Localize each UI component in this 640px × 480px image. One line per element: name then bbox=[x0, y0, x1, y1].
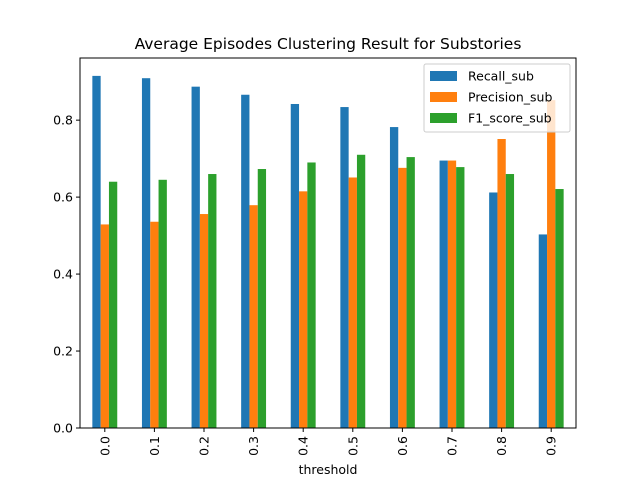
bar-recall-sub-0.2 bbox=[191, 86, 200, 429]
y-tick-label: 0.8 bbox=[53, 113, 73, 128]
legend: Recall_sub Precision_sub F1_score_sub bbox=[423, 63, 571, 133]
legend-swatch-recall-sub bbox=[430, 71, 457, 81]
x-tick-label: 0.7 bbox=[445, 436, 460, 456]
bar-recall-sub-0.5 bbox=[340, 107, 349, 428]
legend-label: F1_score_sub bbox=[468, 111, 552, 126]
bar-f1-score-sub-0.0 bbox=[108, 181, 118, 428]
bar-recall-sub-0.1 bbox=[141, 78, 151, 428]
legend-swatch-f1-score-sub bbox=[430, 113, 457, 123]
x-tick-label: 0.2 bbox=[197, 436, 212, 456]
x-axis-label: threshold bbox=[299, 462, 358, 477]
bar-recall-sub-0.3 bbox=[241, 94, 250, 428]
x-tick-label: 0.4 bbox=[296, 436, 311, 456]
bar-recall-sub-0.0 bbox=[92, 75, 101, 428]
legend-frame bbox=[423, 63, 571, 133]
bar-f1-score-sub-0.2 bbox=[208, 174, 217, 428]
legend-label: Recall_sub bbox=[468, 69, 534, 84]
bar-recall-sub-0.6 bbox=[389, 127, 399, 428]
chart-title: Average Episodes Clustering Result for S… bbox=[135, 35, 522, 53]
bar-precision-sub-0.1 bbox=[150, 221, 159, 428]
x-axis: 0.0 0.1 0.2 0.3 0.4 0.5 0.6 0.7 0.8 0.9 bbox=[97, 428, 559, 456]
bar-f1-score-sub-0.1 bbox=[158, 179, 167, 428]
bar-precision-sub-0.4 bbox=[299, 191, 308, 428]
legend-swatch-precision-sub bbox=[430, 92, 457, 102]
bar-f1-score-sub-0.9 bbox=[555, 189, 564, 428]
y-tick-label: 0.0 bbox=[53, 421, 73, 436]
y-tick-label: 0.6 bbox=[53, 190, 73, 205]
y-tick-label: 0.4 bbox=[53, 267, 73, 282]
bar-precision-sub-0.5 bbox=[348, 177, 357, 428]
bar-precision-sub-0.7 bbox=[447, 160, 457, 429]
bar-recall-sub-0.8 bbox=[489, 192, 498, 428]
bar-precision-sub-0.2 bbox=[199, 214, 209, 428]
bar-f1-score-sub-0.8 bbox=[505, 174, 515, 428]
x-tick-label: 0.6 bbox=[395, 436, 410, 456]
y-axis: 0.0 0.2 0.4 0.6 0.8 bbox=[53, 113, 80, 436]
plot-frame bbox=[79, 57, 577, 429]
bar-f1-score-sub-0.5 bbox=[356, 154, 366, 428]
bar-precision-sub-0.0 bbox=[100, 224, 109, 428]
x-tick-label: 0.3 bbox=[246, 436, 261, 456]
bar-recall-sub-0.9 bbox=[538, 234, 548, 428]
bar-f1-score-sub-0.3 bbox=[257, 169, 267, 428]
bar-recall-sub-0.7 bbox=[439, 160, 448, 429]
y-tick-label: 0.2 bbox=[53, 344, 73, 359]
x-tick-label: 0.5 bbox=[345, 436, 360, 456]
bar-f1-score-sub-0.4 bbox=[307, 162, 316, 429]
bar-f1-score-sub-0.7 bbox=[456, 167, 465, 428]
legend-label: Precision_sub bbox=[468, 90, 552, 105]
bar-precision-sub-0.3 bbox=[249, 205, 258, 428]
x-tick-label: 0.0 bbox=[97, 436, 112, 456]
bar-f1-score-sub-0.6 bbox=[406, 157, 415, 428]
bars-group bbox=[92, 75, 564, 429]
bar-precision-sub-0.9 bbox=[547, 100, 556, 428]
x-tick-label: 0.9 bbox=[544, 436, 559, 456]
x-tick-label: 0.8 bbox=[494, 436, 509, 456]
bar-precision-sub-0.6 bbox=[398, 167, 407, 429]
bar-recall-sub-0.4 bbox=[290, 103, 300, 429]
x-tick-label: 0.1 bbox=[147, 436, 162, 456]
bar-precision-sub-0.8 bbox=[497, 139, 506, 428]
